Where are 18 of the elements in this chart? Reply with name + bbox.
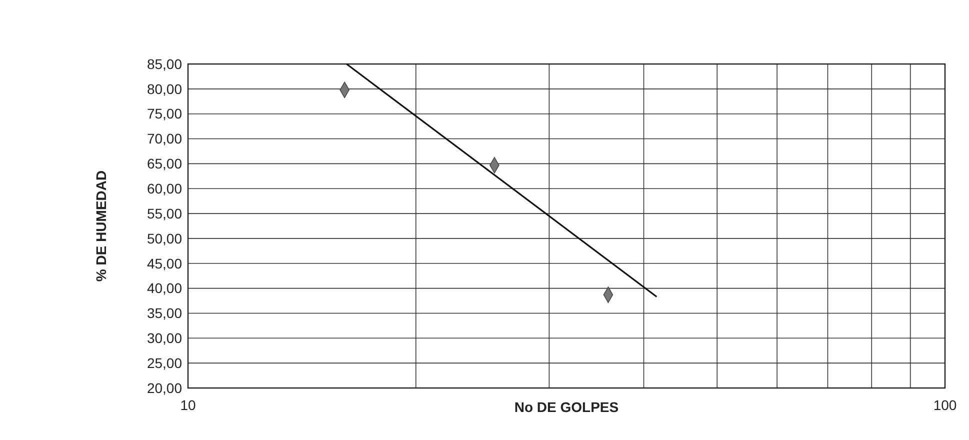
y-tick-label: 25,00	[146, 354, 182, 371]
x-tick-label: 10	[180, 397, 196, 413]
y-tick-label: 45,00	[146, 255, 182, 272]
y-tick-label: 50,00	[146, 230, 182, 246]
y-tick-label: 35,00	[146, 305, 182, 322]
y-axis-title: % DE HUMEDAD	[93, 170, 109, 282]
y-tick-label: 65,00	[146, 156, 182, 172]
y-tick-label: 20,00	[146, 380, 182, 396]
y-tick-label: 70,00	[146, 130, 182, 147]
y-tick-label: 80,00	[146, 80, 182, 97]
y-tick-label: 60,00	[146, 180, 182, 197]
y-tick-label: 40,00	[146, 280, 182, 296]
x-axis-title: No DE GOLPES	[514, 399, 619, 415]
x-tick-label: 100	[933, 397, 957, 413]
y-tick-label: 85,00	[146, 56, 182, 72]
y-tick-label: 30,00	[146, 330, 182, 346]
y-tick-label: 55,00	[146, 205, 182, 222]
y-tick-label: 75,00	[146, 106, 182, 122]
